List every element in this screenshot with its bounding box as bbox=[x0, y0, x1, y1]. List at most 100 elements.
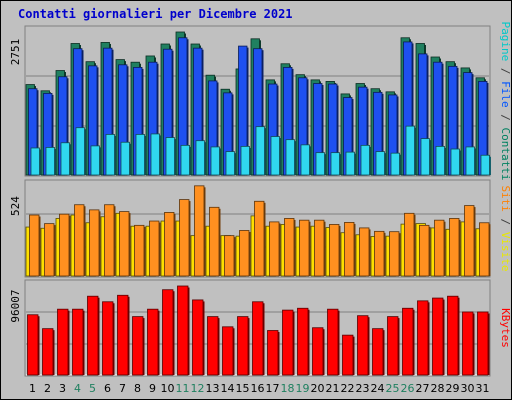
bar-pagine-day-22 bbox=[345, 151, 355, 176]
bar-kbytes-day-2 bbox=[42, 328, 54, 376]
legend-label: / bbox=[499, 108, 512, 128]
x-tick-label-22: 22 bbox=[341, 382, 355, 395]
legend-label: / bbox=[499, 212, 512, 232]
bar-kbytes-day-11 bbox=[177, 285, 189, 376]
bar-pagine-day-25 bbox=[390, 152, 400, 176]
bar-pagine-day-8 bbox=[135, 134, 145, 176]
panel-2-series-legend: Siti / Visite bbox=[499, 185, 512, 271]
legend-label: Contatti bbox=[499, 128, 512, 181]
bar-pagine-day-12 bbox=[195, 140, 205, 176]
bar-kbytes-day-14 bbox=[222, 326, 234, 376]
bar-siti-day-2 bbox=[44, 223, 55, 277]
bar-pagine-day-1 bbox=[30, 147, 40, 176]
x-tick-label-31: 31 bbox=[476, 382, 490, 395]
bar-siti-day-26 bbox=[404, 212, 415, 277]
bar-siti-day-7 bbox=[119, 211, 130, 277]
x-tick-label-29: 29 bbox=[446, 382, 460, 395]
bar-kbytes-day-17 bbox=[267, 330, 279, 376]
panel-3-series-legend: KBytes bbox=[499, 308, 512, 348]
bar-kbytes-day-25 bbox=[387, 316, 399, 376]
bar-kbytes-day-26 bbox=[402, 307, 414, 376]
legend-label: File bbox=[499, 81, 512, 108]
bar-siti-day-24 bbox=[374, 230, 385, 277]
bar-pagine-day-26 bbox=[405, 125, 415, 176]
bar-pagine-day-10 bbox=[165, 137, 175, 176]
x-tick-label-26: 26 bbox=[401, 382, 415, 395]
x-tick-label-12: 12 bbox=[191, 382, 205, 395]
bar-kbytes-day-24 bbox=[372, 328, 384, 376]
bar-siti-day-27 bbox=[419, 224, 430, 277]
bar-siti-day-23 bbox=[359, 227, 370, 277]
bar-siti-day-25 bbox=[389, 231, 400, 277]
bar-pagine-day-3 bbox=[60, 142, 70, 176]
bar-siti-day-1 bbox=[29, 214, 40, 277]
bar-siti-day-5 bbox=[89, 209, 100, 277]
bar-pagine-day-31 bbox=[480, 154, 490, 176]
x-tick-label-5: 5 bbox=[89, 382, 96, 395]
bar-kbytes-day-18 bbox=[282, 309, 294, 376]
bar-siti-day-21 bbox=[329, 224, 340, 277]
x-tick-label-8: 8 bbox=[134, 382, 141, 395]
bar-kbytes-day-28 bbox=[432, 297, 444, 376]
x-tick-label-28: 28 bbox=[431, 382, 445, 395]
panel-3-ymax-label: 96007 bbox=[9, 289, 22, 322]
bar-kbytes-day-29 bbox=[447, 295, 459, 376]
x-tick-label-23: 23 bbox=[356, 382, 370, 395]
bar-kbytes-day-5 bbox=[87, 295, 99, 376]
x-tick-label-10: 10 bbox=[161, 382, 175, 395]
panel-1-ymax-label: 2751 bbox=[9, 39, 22, 66]
bar-pagine-day-5 bbox=[90, 145, 100, 176]
bar-kbytes-day-4 bbox=[72, 308, 84, 376]
bar-siti-day-16 bbox=[254, 200, 265, 277]
chart-title: Contatti giornalieri per Dicembre 2021 bbox=[18, 7, 293, 21]
x-tick-label-13: 13 bbox=[206, 382, 220, 395]
x-tick-label-2: 2 bbox=[44, 382, 51, 395]
x-tick-label-11: 11 bbox=[176, 382, 190, 395]
bar-kbytes-day-15 bbox=[237, 316, 249, 376]
bar-pagine-day-19 bbox=[300, 144, 310, 176]
bar-siti-day-17 bbox=[269, 221, 280, 277]
bar-siti-day-28 bbox=[434, 219, 445, 277]
bar-pagine-day-23 bbox=[360, 144, 370, 176]
legend-label: Siti bbox=[499, 185, 512, 212]
bar-kbytes-day-27 bbox=[417, 300, 429, 376]
x-tick-label-21: 21 bbox=[326, 382, 340, 395]
bar-pagine-day-4 bbox=[75, 127, 85, 176]
x-tick-label-24: 24 bbox=[371, 382, 385, 395]
bar-kbytes-day-16 bbox=[252, 301, 264, 376]
bar-siti-day-4 bbox=[74, 204, 85, 277]
bar-pagine-day-20 bbox=[315, 152, 325, 176]
bar-kbytes-day-3 bbox=[57, 308, 69, 376]
bar-kbytes-day-13 bbox=[207, 316, 219, 376]
bar-pagine-day-21 bbox=[330, 152, 340, 176]
bar-kbytes-day-7 bbox=[117, 294, 129, 376]
bar-pagine-day-27 bbox=[420, 138, 430, 176]
bar-kbytes-day-20 bbox=[312, 327, 324, 376]
bar-siti-day-30 bbox=[464, 205, 475, 277]
x-tick-label-16: 16 bbox=[251, 382, 265, 395]
legend-label: Visite bbox=[499, 232, 512, 272]
bar-kbytes-day-6 bbox=[102, 301, 114, 376]
x-tick-label-1: 1 bbox=[29, 382, 36, 395]
x-tick-label-25: 25 bbox=[386, 382, 400, 395]
legend-label: KBytes bbox=[499, 308, 512, 348]
bar-siti-day-13 bbox=[209, 206, 220, 277]
legend-label: / bbox=[499, 61, 512, 81]
bar-pagine-day-11 bbox=[180, 144, 190, 176]
x-tick-label-14: 14 bbox=[221, 382, 235, 395]
x-tick-label-18: 18 bbox=[281, 382, 295, 395]
bar-siti-day-6 bbox=[104, 204, 115, 277]
bar-kbytes-day-10 bbox=[162, 289, 174, 376]
bar-kbytes-day-1 bbox=[27, 314, 39, 376]
x-tick-label-9: 9 bbox=[149, 382, 156, 395]
bar-kbytes-day-30 bbox=[462, 311, 474, 376]
bar-pagine-day-14 bbox=[225, 151, 235, 176]
bar-siti-day-10 bbox=[164, 212, 175, 277]
bar-kbytes-day-8 bbox=[132, 316, 144, 376]
bar-pagine-day-24 bbox=[375, 151, 385, 176]
x-tick-label-6: 6 bbox=[104, 382, 111, 395]
x-tick-label-7: 7 bbox=[119, 382, 126, 395]
x-tick-label-4: 4 bbox=[74, 382, 81, 395]
bar-pagine-day-17 bbox=[270, 136, 280, 176]
